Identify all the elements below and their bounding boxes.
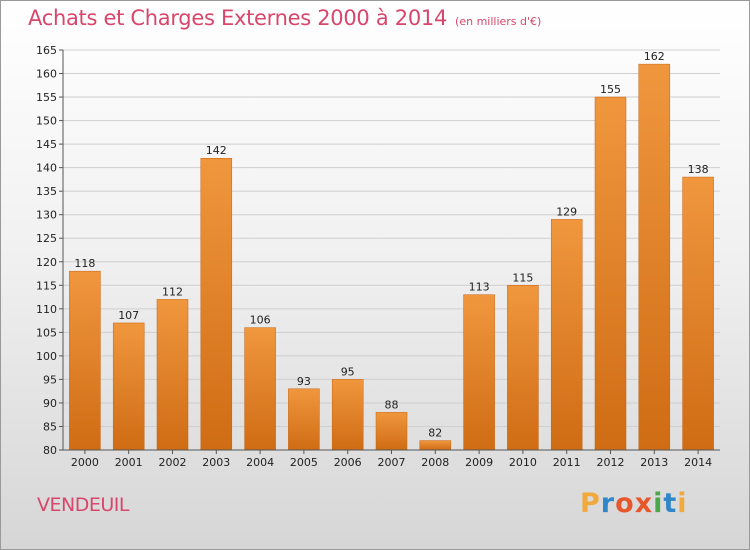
bar-value-label: 82	[428, 427, 442, 440]
logo-letter: t	[663, 488, 678, 519]
bar-value-label: 118	[74, 257, 95, 270]
bar-2013	[638, 63, 671, 451]
x-tick-label: 2010	[509, 456, 537, 469]
title-unit: (en milliers d'€)	[455, 15, 542, 28]
bar-2000	[69, 270, 101, 451]
bar-2003	[200, 157, 233, 451]
x-tick-label: 2008	[421, 456, 449, 469]
y-tick-label: 80	[43, 444, 57, 457]
y-tick-label: 110	[36, 303, 57, 316]
y-tick-label: 130	[36, 209, 57, 222]
y-tick-label: 115	[36, 279, 57, 292]
bar-2004	[244, 327, 276, 451]
bar-2008	[419, 440, 452, 451]
logo-letter: P	[580, 488, 601, 519]
title-text: Achats et Charges Externes 2000 à 2014	[28, 6, 448, 30]
bar-value-label: 162	[644, 50, 665, 63]
bar-value-label: 115	[512, 271, 533, 284]
y-tick-label: 85	[43, 420, 57, 433]
logo-letter: x	[634, 488, 654, 519]
bar-2007	[375, 412, 408, 451]
bar-value-label: 95	[341, 365, 355, 378]
bar-2012	[594, 96, 627, 451]
x-tick-label: 2005	[290, 456, 318, 469]
bar-2001	[112, 322, 145, 451]
bar-2002	[156, 299, 189, 451]
bar-2010	[507, 285, 539, 451]
bar-2009	[463, 294, 495, 451]
x-tick-label: 2011	[553, 456, 581, 469]
place-name: VENDEUIL	[37, 494, 129, 516]
y-tick-label: 125	[36, 232, 57, 245]
bar-value-label: 106	[250, 314, 271, 327]
y-tick-label: 100	[36, 350, 57, 363]
logo-letter: o	[615, 488, 635, 519]
y-tick-label: 155	[36, 91, 57, 104]
y-tick-label: 95	[43, 373, 57, 386]
x-tick-label: 2000	[71, 456, 99, 469]
y-axis: 80 85 90 95 100 105 110 115 120 125 130 135 140 145 15…	[36, 44, 64, 457]
x-tick-label: 2014	[684, 456, 712, 469]
logo-letter: i	[653, 488, 664, 519]
bar-2006	[331, 379, 364, 451]
y-tick-label: 160	[36, 68, 57, 81]
bar-value-label: 88	[385, 398, 399, 411]
y-tick-label: 120	[36, 256, 57, 269]
x-tick-label: 2012	[597, 456, 625, 469]
bar-value-label: 129	[556, 205, 577, 218]
bar-2014	[682, 176, 714, 451]
bar-value-label: 93	[297, 375, 311, 388]
y-tick-label: 145	[36, 138, 57, 151]
logo-letter: i	[677, 488, 688, 519]
y-tick-label: 165	[36, 44, 57, 57]
x-tick-label: 2002	[159, 456, 187, 469]
y-tick-label: 150	[36, 115, 57, 128]
x-tick-label: 2001	[115, 456, 143, 469]
bar-value-label: 142	[206, 144, 227, 157]
x-axis: 2000 2001 2002 2003 2004 2005 2006 2007 2008 2009…	[63, 449, 720, 469]
bar-value-label: 112	[162, 285, 183, 298]
x-tick-label: 2003	[202, 456, 230, 469]
y-tick-label: 135	[36, 185, 57, 198]
proxiti-logo: Proxiti	[580, 488, 688, 519]
x-tick-label: 2009	[465, 456, 493, 469]
bar-2005	[288, 388, 320, 451]
bar-value-label: 138	[688, 163, 709, 176]
y-tick-label: 105	[36, 326, 57, 339]
x-tick-label: 2013	[640, 456, 668, 469]
x-tick-label: 2006	[334, 456, 362, 469]
bars: 118 107 112 142 106 93 95 88 82 113 115 129 155 162 13…	[69, 50, 714, 451]
y-tick-label: 90	[43, 397, 57, 410]
x-tick-label: 2004	[246, 456, 274, 469]
bar-value-label: 113	[469, 281, 490, 294]
chart-title: Achats et Charges Externes 2000 à 2014 (e…	[28, 6, 541, 30]
x-tick-label: 2007	[378, 456, 406, 469]
y-tick-label: 140	[36, 162, 57, 175]
bar-value-label: 107	[118, 309, 139, 322]
bar-2011	[550, 219, 583, 451]
bar-value-label: 155	[600, 83, 621, 96]
logo-letter: r	[600, 488, 616, 519]
